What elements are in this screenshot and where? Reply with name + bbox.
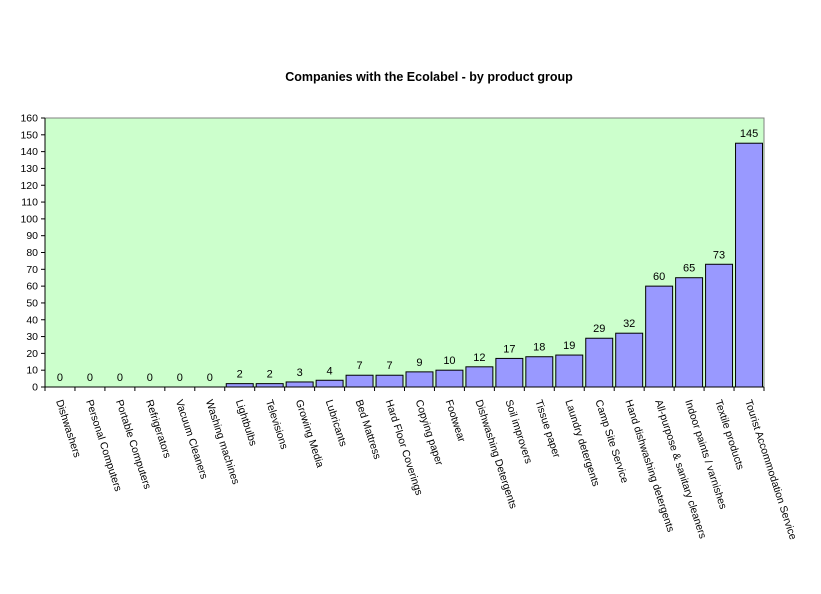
data-label-8: 3 — [297, 367, 303, 379]
category-label-8: Growing Media — [293, 398, 326, 469]
bar-14 — [465, 366, 494, 388]
bar-8 — [285, 381, 314, 388]
y-tick-label-70: 70 — [26, 264, 38, 276]
bar-12 — [405, 371, 434, 388]
category-label-22: Textile products — [712, 398, 746, 471]
category-label-9: Lubricants — [323, 398, 349, 448]
bar-20 — [645, 285, 674, 388]
category-label-4: Vacuum Cleaners — [173, 398, 210, 480]
y-tick-label-80: 80 — [26, 247, 38, 259]
y-tick-label-90: 90 — [26, 230, 38, 242]
category-label-10: Bed Mattress — [353, 398, 384, 461]
category-label-0: Dishwashers — [53, 398, 83, 459]
data-label-10: 7 — [356, 360, 362, 372]
data-label-1: 0 — [87, 372, 93, 384]
x-axis — [44, 386, 765, 391]
data-label-9: 4 — [327, 365, 333, 377]
y-tick-label-60: 60 — [26, 281, 38, 293]
data-label-4: 0 — [177, 372, 183, 384]
y-tick-label-100: 100 — [20, 213, 38, 225]
bar-23 — [735, 142, 763, 388]
bar-7 — [255, 383, 284, 388]
category-label-15: Soil improvers — [502, 398, 534, 465]
y-tick-label-110: 110 — [21, 197, 38, 209]
y-tick-label-160: 160 — [20, 113, 38, 125]
category-label-12: Copying paper — [413, 398, 446, 467]
data-label-11: 7 — [386, 360, 392, 372]
bar-15 — [495, 357, 524, 388]
data-label-17: 19 — [563, 340, 575, 352]
data-label-7: 2 — [267, 369, 273, 381]
data-labels-group: 0 0 0 0 0 0 2 2 3 4 7 7 9 10 12 17 18 19 29 32 60 65 73 145 — [57, 128, 758, 384]
category-label-13: Footwear — [443, 398, 468, 444]
data-label-14: 12 — [473, 352, 485, 364]
category-label-3: Refrigerators — [143, 398, 173, 459]
y-tick-label-0: 0 — [32, 382, 38, 394]
bar-9 — [315, 379, 344, 388]
bar-6 — [225, 383, 254, 388]
bar-11 — [375, 374, 404, 388]
data-label-15: 17 — [503, 343, 515, 355]
plot-area — [44, 117, 765, 388]
data-label-6: 2 — [237, 369, 243, 381]
bars-group — [225, 142, 763, 388]
data-label-5: 0 — [207, 372, 213, 384]
data-label-18: 29 — [593, 323, 605, 335]
y-tick-label-30: 30 — [26, 331, 38, 343]
y-tick-label-150: 150 — [20, 129, 38, 141]
data-label-2: 0 — [117, 372, 123, 384]
bar-17 — [555, 354, 584, 388]
data-label-22: 73 — [713, 249, 725, 261]
bar-10 — [345, 374, 374, 388]
category-label-6: Lightbulbs — [233, 398, 259, 447]
category-label-7: Televisions — [263, 398, 290, 451]
category-label-16: Tissue paper — [532, 398, 562, 460]
bar-22 — [705, 263, 734, 388]
y-tick-label-120: 120 — [20, 180, 38, 192]
data-label-13: 10 — [443, 355, 455, 367]
y-axis: 0 10 20 30 40 50 60 70 80 90 100 110 120 130 140 150 160 — [20, 113, 46, 394]
bar-19 — [615, 332, 644, 388]
category-label-23: Tourist Accommodation Service — [742, 398, 799, 541]
data-label-16: 18 — [533, 342, 545, 354]
data-label-19: 32 — [623, 318, 635, 330]
bar-18 — [585, 337, 614, 388]
y-tick-label-140: 140 — [20, 146, 38, 158]
y-tick-label-40: 40 — [26, 314, 38, 326]
data-label-20: 60 — [653, 271, 665, 283]
bar-21 — [675, 277, 704, 388]
y-tick-label-10: 10 — [26, 365, 38, 377]
bar-16 — [525, 356, 554, 388]
data-label-3: 0 — [147, 372, 153, 384]
data-label-12: 9 — [416, 357, 422, 369]
y-tick-label-20: 20 — [26, 348, 38, 360]
data-label-0: 0 — [57, 372, 63, 384]
data-label-21: 65 — [683, 263, 695, 275]
y-tick-label-50: 50 — [26, 297, 38, 309]
bar-13 — [435, 369, 464, 388]
data-label-23: 145 — [740, 128, 758, 140]
y-tick-label-130: 130 — [20, 163, 38, 175]
chart-title: Companies with the Ecolabel - by product… — [285, 70, 573, 84]
